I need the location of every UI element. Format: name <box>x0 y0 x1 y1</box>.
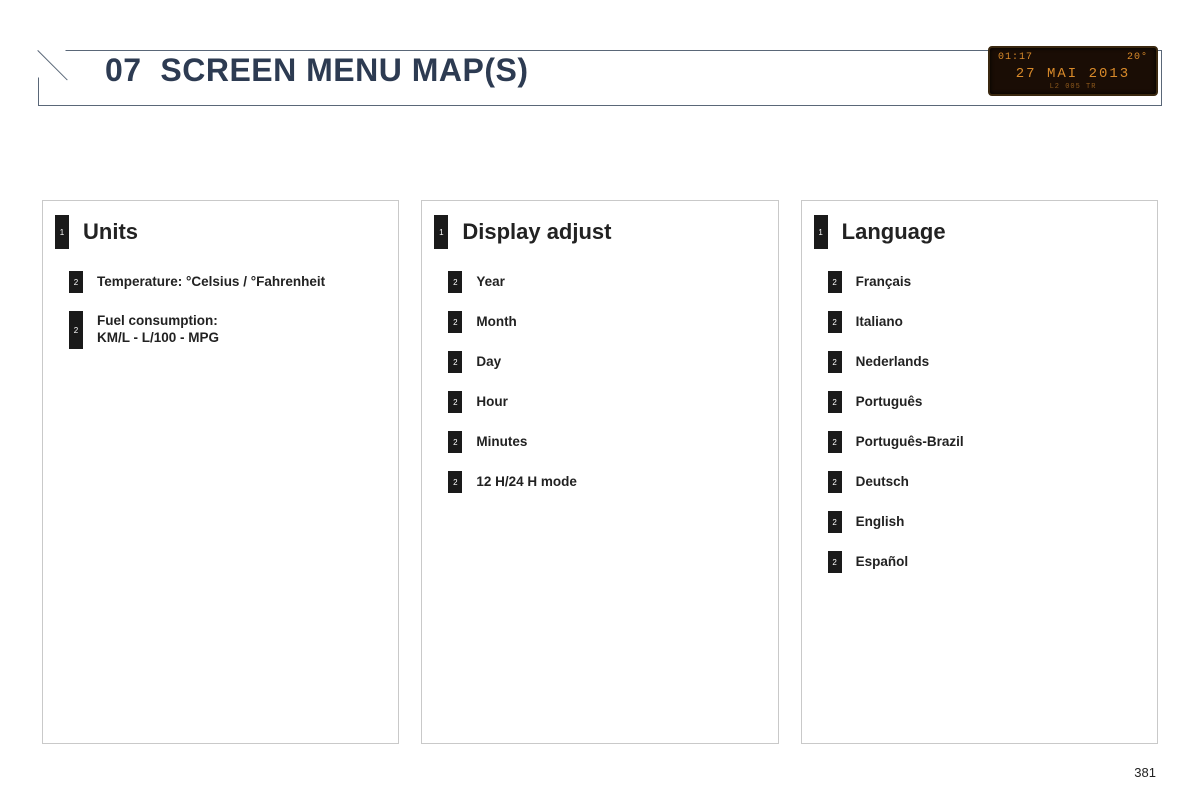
menu-item: 2 Hour <box>434 391 765 413</box>
menu-item: 2 Italiano <box>814 311 1145 333</box>
column-title: Language <box>842 219 946 245</box>
section-title: SCREEN MENU MAP(S) <box>160 52 528 88</box>
level-marker: 2 <box>69 271 83 293</box>
menu-item-label: Day <box>476 354 501 371</box>
menu-item: 2 Español <box>814 551 1145 573</box>
column-header: 1 Display adjust <box>434 215 765 249</box>
menu-item-label: Minutes <box>476 434 527 451</box>
menu-item: 2 Minutes <box>434 431 765 453</box>
page-title: 07 SCREEN MENU MAP(S) <box>105 52 529 89</box>
menu-item-label: Nederlands <box>856 354 930 371</box>
menu-column: 1 Display adjust 2 Year 2 Month 2 Day 2 Hour 2 Minu… <box>421 200 778 744</box>
level-marker: 2 <box>828 551 842 573</box>
level-marker: 2 <box>448 271 462 293</box>
lcd-display: 01:17 20° 27 MAI 2013 L2 005 TR <box>988 46 1158 96</box>
menu-item: 2 12 H/24 H mode <box>434 471 765 493</box>
level-marker: 2 <box>448 351 462 373</box>
section-number: 07 <box>105 52 142 88</box>
menu-item-label: Temperature: °Celsius / °Fahrenheit <box>97 274 325 291</box>
level-marker: 2 <box>828 391 842 413</box>
level-marker: 2 <box>828 471 842 493</box>
menu-item-label: Français <box>856 274 912 291</box>
column-header: 1 Language <box>814 215 1145 249</box>
column-header: 1 Units <box>55 215 386 249</box>
level-marker: 2 <box>828 271 842 293</box>
menu-item-label: Português-Brazil <box>856 434 964 451</box>
level-marker: 2 <box>448 391 462 413</box>
menu-item-label: Español <box>856 554 909 571</box>
menu-item-label: Fuel consumption:KM/L - L/100 - MPG <box>97 313 219 347</box>
menu-item: 2 Nederlands <box>814 351 1145 373</box>
menu-item-label: Português <box>856 394 923 411</box>
column-title: Units <box>83 219 138 245</box>
level-marker: 2 <box>448 431 462 453</box>
menu-item: 2 Day <box>434 351 765 373</box>
level-marker: 1 <box>814 215 828 249</box>
menu-item-label: Deutsch <box>856 474 909 491</box>
menu-item: 2 Month <box>434 311 765 333</box>
menu-item: 2 Português-Brazil <box>814 431 1145 453</box>
menu-item-label: Year <box>476 274 505 291</box>
lcd-temp: 20° <box>1127 52 1148 64</box>
level-marker: 2 <box>448 311 462 333</box>
menu-item: 2 English <box>814 511 1145 533</box>
menu-item: 2 Year <box>434 271 765 293</box>
level-marker: 1 <box>55 215 69 249</box>
lcd-date: 27 MAI 2013 <box>998 66 1148 83</box>
lcd-bottom: L2 005 TR <box>998 83 1148 91</box>
menu-item-label: 12 H/24 H mode <box>476 474 577 491</box>
level-marker: 2 <box>828 351 842 373</box>
menu-item: 2 Deutsch <box>814 471 1145 493</box>
lcd-time: 01:17 <box>998 52 1033 64</box>
level-marker: 1 <box>434 215 448 249</box>
menu-item-label: English <box>856 514 905 531</box>
menu-item: 2 Temperature: °Celsius / °Fahrenheit <box>55 271 386 293</box>
menu-item-label: Month <box>476 314 516 331</box>
level-marker: 2 <box>828 431 842 453</box>
level-marker: 2 <box>69 311 83 349</box>
menu-item: 2 Português <box>814 391 1145 413</box>
page-number: 381 <box>1134 765 1156 780</box>
level-marker: 2 <box>828 311 842 333</box>
menu-columns: 1 Units 2 Temperature: °Celsius / °Fahrenhe… <box>42 200 1158 744</box>
menu-item-label: Italiano <box>856 314 903 331</box>
menu-column: 1 Units 2 Temperature: °Celsius / °Fahrenhe… <box>42 200 399 744</box>
level-marker: 2 <box>448 471 462 493</box>
menu-item: 2 Français <box>814 271 1145 293</box>
column-title: Display adjust <box>462 219 611 245</box>
menu-item: 2 Fuel consumption:KM/L - L/100 - MPG <box>55 311 386 349</box>
level-marker: 2 <box>828 511 842 533</box>
menu-item-label: Hour <box>476 394 508 411</box>
menu-column: 1Language2Français2Italiano2Nederlands2P… <box>801 200 1158 744</box>
